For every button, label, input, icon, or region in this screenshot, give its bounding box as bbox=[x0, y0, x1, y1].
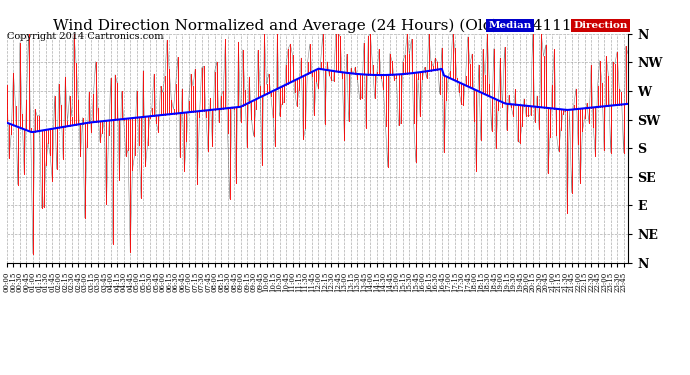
Text: Direction: Direction bbox=[573, 21, 628, 30]
Text: Median: Median bbox=[489, 21, 531, 30]
Text: Copyright 2014 Cartronics.com: Copyright 2014 Cartronics.com bbox=[7, 32, 164, 41]
Title: Wind Direction Normalized and Average (24 Hours) (Old) 20141119: Wind Direction Normalized and Average (2… bbox=[53, 18, 582, 33]
